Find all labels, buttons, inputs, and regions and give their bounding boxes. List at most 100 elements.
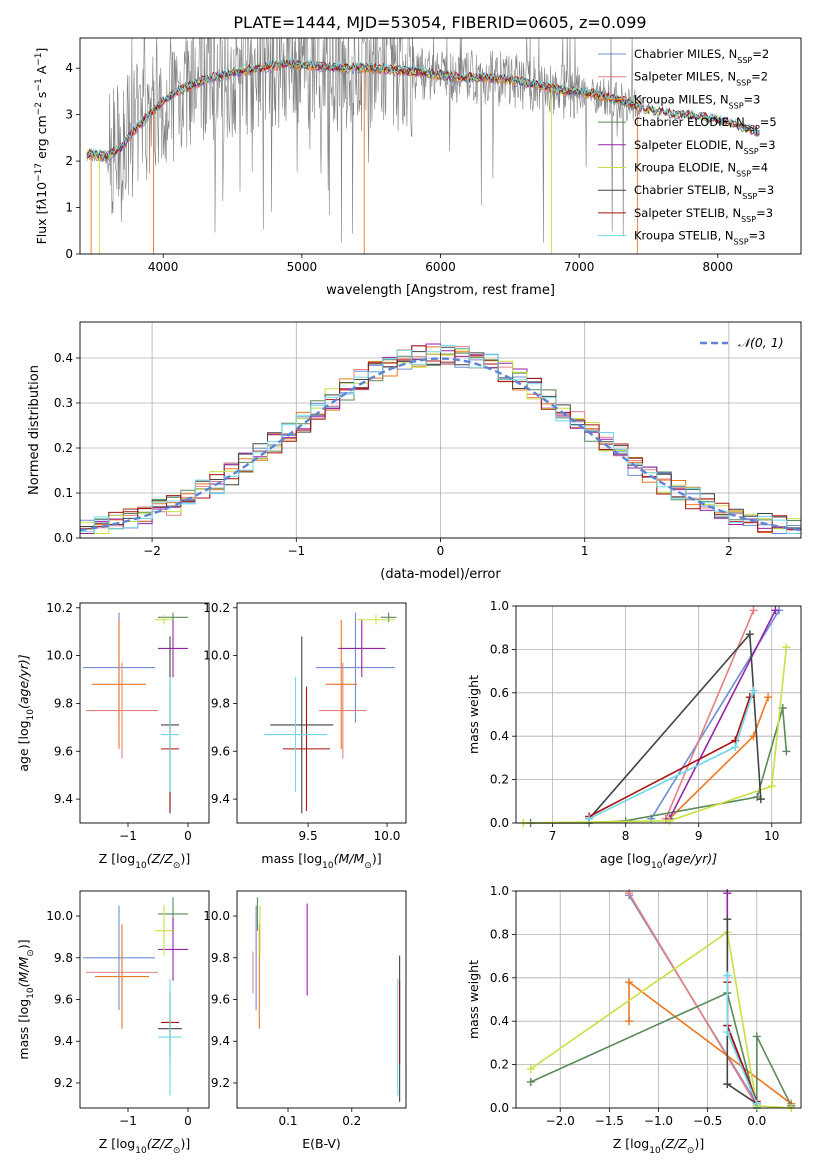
weight-marker <box>745 630 754 639</box>
legend-label-text: Kroupa ELODIE, N <box>634 161 736 175</box>
weight-line <box>668 609 777 820</box>
age_vs_mass-xlabel-part: ⊙ <box>364 861 372 871</box>
errorbar-salpeter-elodie <box>158 619 188 678</box>
x-tick-label: −2 <box>143 544 161 558</box>
weight-line <box>668 696 769 820</box>
residuals-xlabel: (data-model)/error <box>380 567 501 582</box>
weight-marker <box>625 1017 634 1026</box>
legend-label-text: Salpeter STELIB, N <box>634 206 741 220</box>
y-tick-label: 4 <box>65 61 73 75</box>
x-tick-label: 6000 <box>425 260 456 274</box>
mass_vs_Z-xlabel-part: 10 <box>135 1146 147 1156</box>
age_vs_Z-frame <box>79 602 210 824</box>
legend-label-salpeter-stelib: Salpeter STELIB, NSSP=3 <box>634 206 773 224</box>
weight-marker <box>665 816 674 825</box>
weight-marker <box>625 889 634 898</box>
age_vs_Z-ylabel-part: (age/yr)] <box>16 654 31 709</box>
errorbar-chabrier-stelib <box>270 636 334 814</box>
y-tick-label: 0.2 <box>490 773 509 787</box>
y-tick-label: 9.8 <box>211 696 230 710</box>
y-tick-label: 10.2 <box>203 601 230 615</box>
weight_vs_age-ylabel: mass weight <box>466 675 481 754</box>
errorbar-kroupa-stelib <box>263 677 328 792</box>
y-tick-label: 0.2 <box>490 1058 509 1072</box>
weight-series-chabrier-miles <box>647 606 784 823</box>
y-tick-label: 9.4 <box>54 1034 73 1048</box>
weight_vs_Z-frame <box>515 890 802 1109</box>
y-tick-label: 0 <box>65 247 73 261</box>
model-spectrum-kroupa-stelib <box>86 57 760 159</box>
y-tick-label: 9.6 <box>54 744 73 758</box>
x-tick-label: 8000 <box>703 260 734 274</box>
legend-label-kroupa-stelib: Kroupa STELIB, NSSP=3 <box>634 229 765 247</box>
weight-marker <box>723 1080 732 1089</box>
x-tick-label: −1 <box>287 544 305 558</box>
weight-series-kroupa-stelib <box>723 971 761 1108</box>
mass_vs_Z-xlabel: Z [log10(Z/Z⊙)] <box>99 1136 190 1156</box>
y-tick-label: 0.1 <box>54 486 73 500</box>
y-tick-label: 9.2 <box>211 1076 230 1090</box>
weight_vs_Z-xlabel: Z [log10(Z/Z⊙)] <box>613 1136 704 1156</box>
spectrum-ylabel-part: Flux [f <box>34 205 49 245</box>
spectrum-ylabel-part: −1 <box>34 52 44 65</box>
weight-line <box>665 609 755 820</box>
legend-label-chabrier-elodie: Chabrier ELODIE, NSSP=5 <box>634 115 777 133</box>
residuals-frame <box>79 321 802 539</box>
weight-series-kroupa-elodie <box>526 928 796 1112</box>
weight-marker <box>752 1099 761 1108</box>
y-tick-label: 9.4 <box>211 792 230 806</box>
x-tick-label: 0 <box>184 1114 192 1128</box>
spectrum-ylabel-part: −17 <box>34 163 44 182</box>
y-tick-label: 0.8 <box>490 642 509 656</box>
weight-line <box>530 930 792 1109</box>
weight-line <box>523 647 788 824</box>
x-tick-label: 10.0 <box>374 829 401 843</box>
legend-label-n: =3 <box>757 183 774 197</box>
y-tick-label: 0.6 <box>490 971 509 985</box>
weight_vs_Z-axes: −2.0 −1.5 −1.0 −0.5 0.0 0.0 0.2 0.4 0.6 0.8 1.0 <box>490 884 801 1128</box>
spectrum-frame <box>79 37 802 255</box>
residuals-axes: −2 −1 0 1 2 0.0 0.1 0.2 0.3 0.4 <box>54 322 801 558</box>
weight_vs_age-xlabel-part: 10 <box>651 861 663 871</box>
gaussian-legend-label: 𝒩(0, 1) <box>738 335 784 350</box>
weight_vs_Z-xlabel-part: 10 <box>649 1146 661 1156</box>
y-tick-label: 2 <box>65 154 73 168</box>
weight-marker <box>731 743 740 752</box>
legend-label-sub: SSP <box>737 56 752 65</box>
weight_vs_age-xlabel-part: (age/yr)] <box>662 851 717 866</box>
errorbar-salpeter-miles <box>86 662 158 759</box>
y-tick-label: 9.6 <box>54 993 73 1007</box>
spectrum-ylabel-part: A <box>34 65 49 78</box>
x-tick-label: 7 <box>549 829 557 843</box>
x-tick-label: 0 <box>184 829 192 843</box>
weight-marker <box>723 1028 732 1037</box>
weight-marker <box>625 978 634 987</box>
mass_vs_ebv-frame <box>236 890 407 1109</box>
y-tick-label: 1 <box>65 201 73 215</box>
spectrum-ylabel: Flux [fλ10−17 erg cm−2 s−1 A−1] <box>34 48 49 245</box>
x-tick-label: 10 <box>764 829 779 843</box>
y-tick-label: 10.0 <box>46 909 73 923</box>
mass_vs_Z-ylabel: mass [log10(M/M⊙)] <box>16 939 36 1059</box>
y-tick-label: 10.0 <box>203 649 230 663</box>
weight-series-kroupa-stelib <box>585 686 758 823</box>
mass_vs_Z-xlabel-part: (Z/Z <box>147 1136 174 1151</box>
x-tick-label: −1 <box>119 829 137 843</box>
weight_vs_Z-xlabel-part: )] <box>694 1136 704 1151</box>
legend-label-n: =3 <box>744 92 761 106</box>
weight-series-kroupa-miles <box>625 978 796 1108</box>
legend-label-text: Chabrier ELODIE, N <box>634 115 745 129</box>
legend-label-salpeter-miles: Salpeter MILES, NSSP=2 <box>634 70 768 88</box>
weight_vs_age-axes: 7 8 9 10 0.0 0.2 0.4 0.6 0.8 1.0 <box>490 599 801 843</box>
x-tick-label: −1 <box>119 1114 137 1128</box>
legend-label-n: =5 <box>760 115 777 129</box>
mass_vs_Z-ylabel-part: (M/M <box>16 957 31 988</box>
errorbar-kroupa-stelib <box>158 978 182 1096</box>
weight_vs_Z-xlabel-part: Z [log <box>613 1136 649 1151</box>
age_vs_mass-xlabel-part: 10 <box>322 861 334 871</box>
mass_vs_Z-xlabel-part: Z [log <box>99 1136 135 1151</box>
errorbar-salpeter-miles <box>319 662 367 759</box>
gaussian-curve <box>80 357 801 532</box>
legend-label-kroupa-miles: Kroupa MILES, NSSP=3 <box>634 92 760 110</box>
